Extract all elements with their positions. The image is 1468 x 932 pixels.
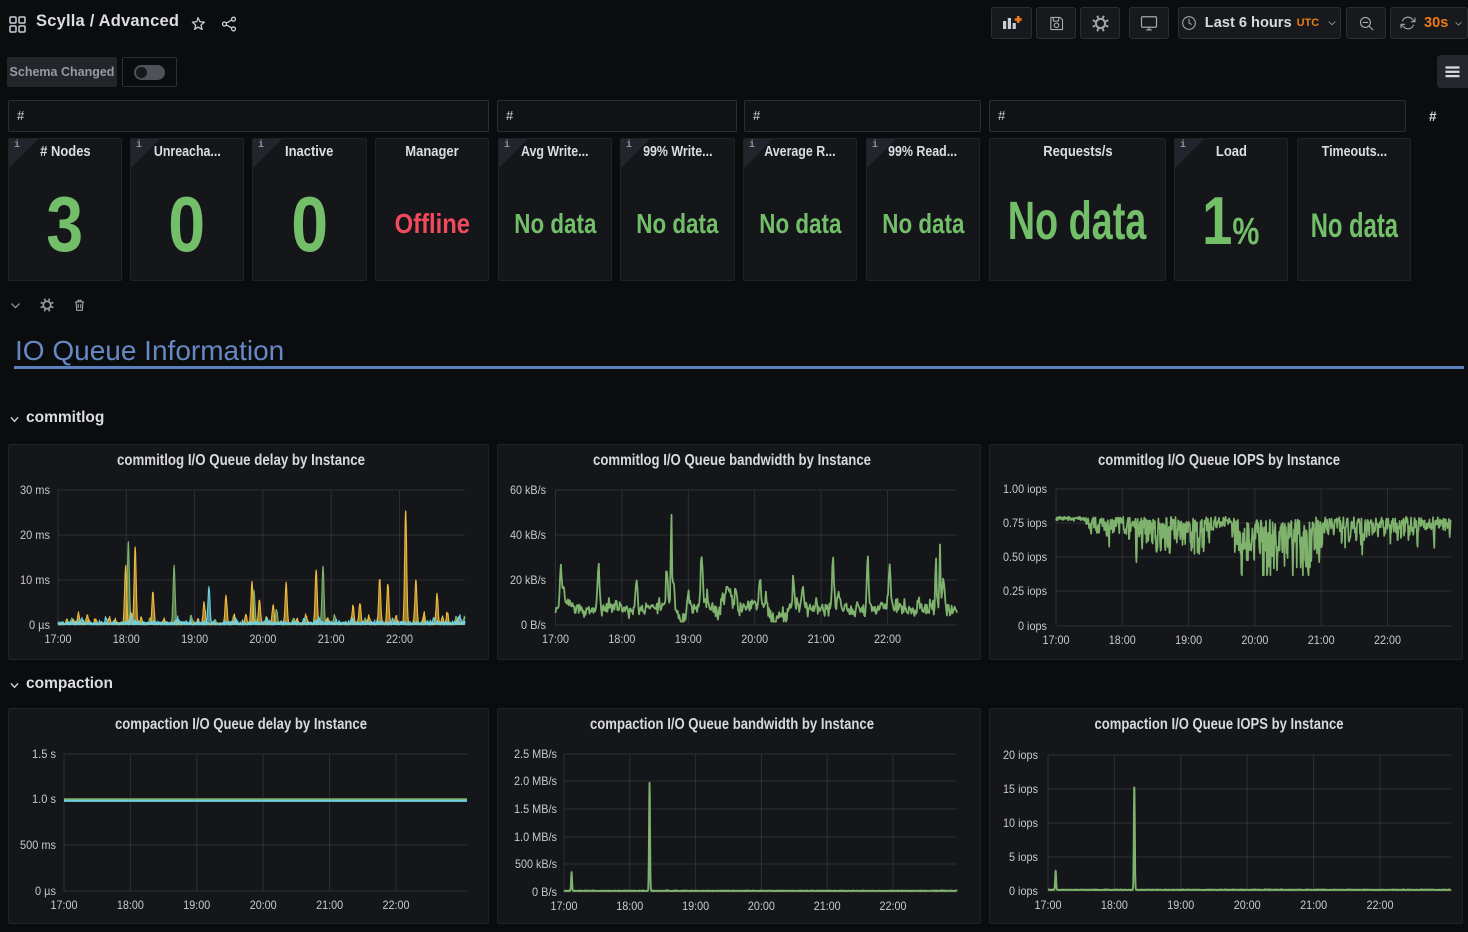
svg-text:commitlog I/O Queue IOPS by In: commitlog I/O Queue IOPS by Instance	[1098, 452, 1340, 469]
svg-text:60 kB/s: 60 kB/s	[510, 483, 546, 497]
svg-text:0.25 iops: 0.25 iops	[1003, 584, 1047, 598]
svg-text:0.50 iops: 0.50 iops	[1003, 550, 1047, 564]
svg-text:21:00: 21:00	[316, 898, 343, 912]
svg-text:20:00: 20:00	[1234, 898, 1261, 912]
svg-text:22:00: 22:00	[386, 632, 413, 646]
svg-text:1.5 s: 1.5 s	[32, 747, 56, 761]
svg-text:21:00: 21:00	[808, 632, 835, 646]
svg-text:2.5 MB/s: 2.5 MB/s	[514, 747, 557, 761]
svg-text:20 ms: 20 ms	[20, 528, 50, 542]
svg-text:0 iops: 0 iops	[1009, 884, 1038, 898]
svg-text:2.0 MB/s: 2.0 MB/s	[514, 774, 557, 788]
svg-text:commitlog I/O Queue delay by I: commitlog I/O Queue delay by Instance	[117, 452, 365, 469]
svg-text:17:00: 17:00	[551, 899, 578, 913]
svg-text:1.0 s: 1.0 s	[32, 792, 56, 806]
svg-text:5 iops: 5 iops	[1009, 850, 1038, 864]
svg-text:500 ms: 500 ms	[20, 838, 56, 852]
svg-text:40 kB/s: 40 kB/s	[510, 528, 546, 542]
svg-text:19:00: 19:00	[682, 899, 709, 913]
svg-text:17:00: 17:00	[45, 632, 72, 646]
svg-text:22:00: 22:00	[1367, 898, 1394, 912]
svg-text:22:00: 22:00	[880, 899, 907, 913]
svg-text:0 B/s: 0 B/s	[532, 885, 557, 899]
svg-text:15 iops: 15 iops	[1003, 782, 1038, 796]
svg-text:18:00: 18:00	[616, 899, 643, 913]
svg-text:20:00: 20:00	[1241, 633, 1268, 647]
svg-text:1.5 MB/s: 1.5 MB/s	[514, 802, 557, 816]
svg-text:22:00: 22:00	[383, 898, 410, 912]
svg-text:0 iops: 0 iops	[1018, 619, 1047, 633]
svg-text:compaction I/O Queue delay by: compaction I/O Queue delay by Instance	[115, 716, 367, 733]
svg-text:20:00: 20:00	[250, 898, 277, 912]
svg-text:30 ms: 30 ms	[20, 483, 50, 497]
svg-text:20:00: 20:00	[249, 632, 276, 646]
svg-text:compaction I/O Queue bandwidth: compaction I/O Queue bandwidth by Instan…	[590, 716, 874, 733]
svg-text:20:00: 20:00	[741, 632, 768, 646]
svg-text:19:00: 19:00	[181, 632, 208, 646]
svg-text:1.00 iops: 1.00 iops	[1003, 482, 1047, 496]
svg-text:19:00: 19:00	[1167, 898, 1194, 912]
svg-text:18:00: 18:00	[608, 632, 635, 646]
svg-text:0 µs: 0 µs	[29, 618, 50, 632]
svg-text:20 iops: 20 iops	[1003, 748, 1038, 762]
svg-text:22:00: 22:00	[1374, 633, 1401, 647]
svg-text:19:00: 19:00	[1175, 633, 1202, 647]
svg-text:17:00: 17:00	[1043, 633, 1070, 647]
svg-text:0 µs: 0 µs	[35, 884, 56, 898]
svg-text:21:00: 21:00	[1308, 633, 1335, 647]
svg-text:18:00: 18:00	[117, 898, 144, 912]
svg-text:500 kB/s: 500 kB/s	[515, 857, 557, 871]
svg-text:0 B/s: 0 B/s	[521, 618, 546, 632]
svg-text:22:00: 22:00	[874, 632, 901, 646]
svg-text:commitlog I/O Queue bandwidth: commitlog I/O Queue bandwidth by Instanc…	[593, 452, 871, 469]
svg-text:20:00: 20:00	[748, 899, 775, 913]
svg-text:19:00: 19:00	[183, 898, 210, 912]
svg-text:21:00: 21:00	[814, 899, 841, 913]
svg-text:17:00: 17:00	[51, 898, 78, 912]
svg-text:19:00: 19:00	[675, 632, 702, 646]
svg-text:21:00: 21:00	[1300, 898, 1327, 912]
svg-text:18:00: 18:00	[1101, 898, 1128, 912]
svg-text:17:00: 17:00	[1035, 898, 1062, 912]
svg-text:10 ms: 10 ms	[20, 573, 50, 587]
svg-text:compaction I/O Queue IOPS by I: compaction I/O Queue IOPS by Instance	[1095, 716, 1344, 733]
svg-text:1.0 MB/s: 1.0 MB/s	[514, 830, 557, 844]
svg-text:17:00: 17:00	[542, 632, 569, 646]
svg-text:18:00: 18:00	[113, 632, 140, 646]
svg-text:0.75 iops: 0.75 iops	[1003, 516, 1047, 530]
svg-text:20 kB/s: 20 kB/s	[510, 573, 546, 587]
svg-text:10 iops: 10 iops	[1003, 816, 1038, 830]
svg-text:21:00: 21:00	[318, 632, 345, 646]
svg-text:18:00: 18:00	[1109, 633, 1136, 647]
